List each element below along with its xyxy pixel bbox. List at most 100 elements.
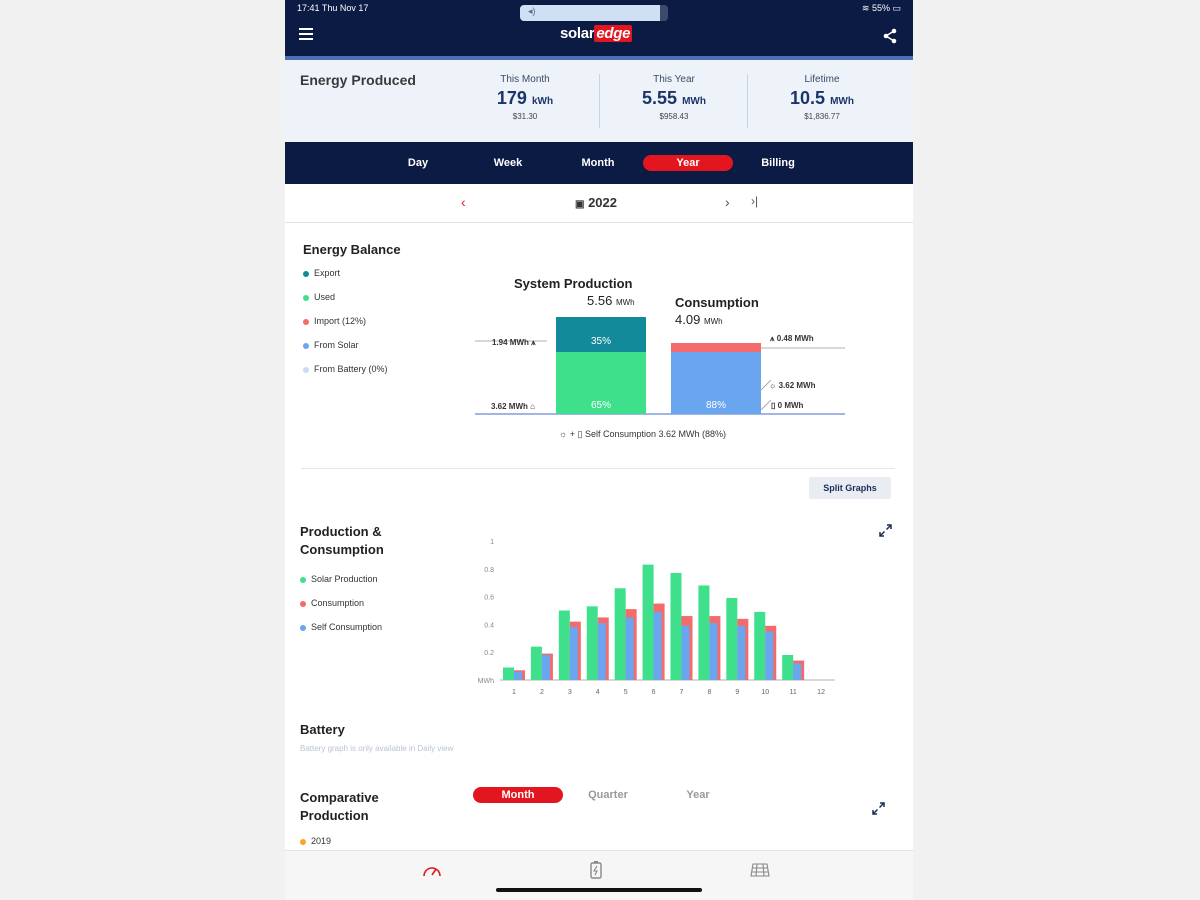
legend-label: Solar Production (311, 574, 378, 584)
used-segment (556, 352, 646, 414)
comparative-production-title: Comparative Production (300, 790, 379, 823)
consumption-title: Consumption (675, 295, 759, 310)
chart-legend-item: Self Consumption (300, 622, 382, 632)
wifi-icon: ≋ (861, 3, 870, 13)
bar-solar-production (614, 588, 626, 680)
stat-this-year: This Year 5.55 MWh $958.43 (642, 74, 706, 121)
legend-label: Consumption (311, 598, 365, 608)
bar-solar-production (726, 597, 738, 680)
stat-this-month: This Month 179 kWh $31.30 (496, 74, 554, 121)
comparative-tab-year[interactable]: Year (686, 789, 710, 801)
used-percent: 65% (590, 400, 611, 411)
house-icon: ⌂ (530, 402, 535, 411)
tab-billing[interactable]: Billing (761, 157, 795, 169)
bar-self-consumption (737, 625, 746, 680)
chevron-left-icon[interactable]: ‹ (461, 194, 466, 210)
legend-item: From Solar (303, 340, 359, 350)
energy-balance-title: Energy Balance (303, 242, 401, 257)
legend-dot (303, 342, 309, 349)
bar-self-consumption (793, 663, 802, 680)
chart-legend-item: Consumption (300, 598, 364, 608)
legend-dot (303, 270, 309, 277)
stat-lifetime: Lifetime 10.5 MWh $1,836.77 (790, 74, 854, 121)
energy-balance-graphic (475, 317, 845, 415)
bar-self-consumption (625, 617, 634, 680)
tab-week[interactable]: Week (493, 157, 523, 169)
tab-month[interactable]: Month (581, 157, 615, 169)
legend-label: From Solar (314, 340, 359, 350)
menu-icon[interactable] (299, 28, 313, 40)
battery-percent: 55% (871, 3, 890, 13)
legend-item: Import (12%) (303, 316, 366, 326)
battery-title: Battery (300, 722, 345, 737)
comparative-tab-quarter[interactable]: Quarter (588, 789, 628, 801)
share-icon[interactable] (883, 28, 897, 44)
stat-divider (599, 74, 600, 128)
y-tick-label: 1 (490, 539, 494, 546)
bar-solar-production (670, 572, 682, 680)
status-right: ≋ 55% ▭ (862, 3, 901, 14)
bar-solar-production (782, 654, 794, 680)
section-divider (301, 468, 895, 469)
x-tick-label: 8 (707, 689, 711, 696)
legend-dot (300, 600, 306, 607)
bar-self-consumption (653, 611, 662, 680)
status-time: 17:41 Thu Nov 17 (297, 3, 369, 13)
production-value: 5.56 MWh (587, 293, 635, 308)
legend-item: From Battery (0%) (303, 364, 388, 374)
solar-panel-icon[interactable] (750, 863, 770, 877)
y-axis-unit: MWh (478, 678, 494, 685)
self-consumption-label: ☼ + ▯ Self Consumption 3.62 MWh (88%) (559, 429, 727, 439)
bar-self-consumption (597, 623, 606, 680)
chart-legend-item: Solar Production (300, 574, 378, 584)
stat-divider (747, 74, 748, 128)
period-tabs: Day Week Month Year Billing (285, 142, 913, 184)
x-tick-label: 11 (790, 689, 797, 696)
solar-percent: 88% (705, 400, 726, 411)
battery-icon: ▯ (771, 401, 776, 410)
x-tick-label: 3 (568, 689, 572, 696)
tab-day[interactable]: Day (407, 157, 429, 169)
legend-dot (300, 838, 306, 845)
y-tick-label: 0.2 (484, 650, 494, 657)
bar-self-consumption (541, 654, 550, 680)
export-percent: 35% (590, 336, 611, 347)
x-tick-label: 1 (512, 689, 516, 696)
battery-nav-icon[interactable] (589, 860, 603, 880)
x-tick-label: 12 (817, 689, 825, 696)
header-accent (285, 56, 913, 60)
x-tick-label: 5 (624, 689, 628, 696)
bar-solar-production (558, 610, 570, 680)
battery-leader (760, 399, 772, 411)
x-tick-label: 4 (596, 689, 600, 696)
legend-item: Used (303, 292, 335, 302)
x-tick-label: 9 (735, 689, 739, 696)
bar-solar-production (503, 667, 514, 680)
tab-year[interactable]: Year (643, 155, 733, 171)
comparative-legend-2019: 2019 (300, 836, 331, 846)
solaredge-logo: solar edge (560, 25, 633, 42)
expand-icon[interactable] (879, 524, 892, 537)
bar-self-consumption (514, 671, 522, 680)
expand-icon[interactable] (872, 802, 885, 815)
legend-dot (303, 366, 309, 373)
bar-solar-production (698, 585, 710, 680)
bar-solar-production (586, 606, 598, 680)
y-tick-label: 0.6 (484, 595, 494, 602)
export-label: 1.94 MWh ⩚ (492, 338, 536, 347)
calendar-icon: ▣ (575, 199, 585, 210)
dashboard-gauge-icon[interactable] (422, 862, 442, 878)
chevron-right-icon[interactable]: › (725, 194, 730, 210)
comparative-tab-month[interactable]: Month (473, 787, 563, 803)
bar-solar-production (754, 611, 766, 680)
date-selector[interactable]: ▣ 2022 (575, 195, 617, 210)
x-tick-label: 10 (761, 689, 769, 696)
split-graphs-button[interactable]: Split Graphs (809, 477, 891, 499)
from-battery-label: ▯ 0 MWh (771, 401, 804, 410)
bar-self-consumption (681, 625, 690, 680)
import-segment (671, 343, 761, 352)
consumption-value: 4.09 MWh (675, 312, 723, 327)
skip-to-end-icon[interactable]: ›| (751, 194, 759, 208)
sun-icon: ☼ (769, 381, 777, 390)
legend-label: Used (314, 292, 336, 302)
